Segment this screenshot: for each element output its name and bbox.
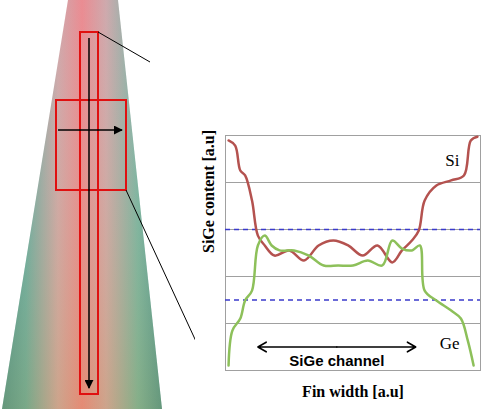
svg-text:Fin width [a.u]: Fin width [a.u] xyxy=(302,383,404,400)
svg-text:Ge: Ge xyxy=(440,334,460,353)
svg-text:SiGe channel: SiGe channel xyxy=(289,352,384,369)
svg-text:Si: Si xyxy=(445,151,459,170)
svg-text:SiGe content [a.u]: SiGe content [a.u] xyxy=(200,130,217,253)
